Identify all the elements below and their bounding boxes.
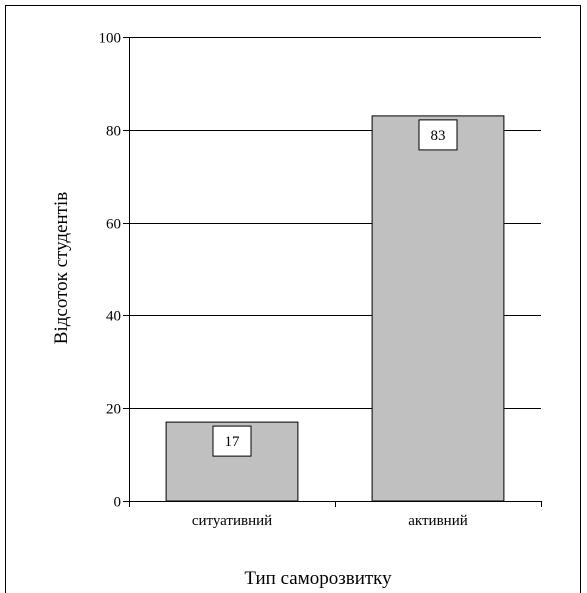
axes — [123, 37, 542, 507]
data-label-box — [418, 119, 458, 151]
x-tick-label: активний — [408, 513, 468, 529]
y-axis-title: Відсоток студентів — [51, 192, 72, 344]
x-axis-title: Тип саморозвитку — [244, 568, 392, 589]
data-label: 83 — [431, 128, 446, 144]
bar-active — [371, 115, 505, 502]
data-label: 17 — [225, 434, 241, 450]
y-tick-label: 20 — [106, 402, 121, 418]
x-tick-label: ситуативний — [192, 513, 272, 529]
y-tick-label: 80 — [106, 124, 121, 140]
y-tick-label: 100 — [99, 31, 122, 47]
y-tick-label: 60 — [106, 217, 121, 233]
x-tick-labels: ситуативний активний — [192, 513, 468, 529]
data-label-box — [212, 425, 252, 457]
y-tick-label: 0 — [114, 495, 122, 511]
y-tick-labels: 0 20 40 60 80 100 — [99, 31, 122, 511]
y-tick-label: 40 — [106, 309, 121, 325]
